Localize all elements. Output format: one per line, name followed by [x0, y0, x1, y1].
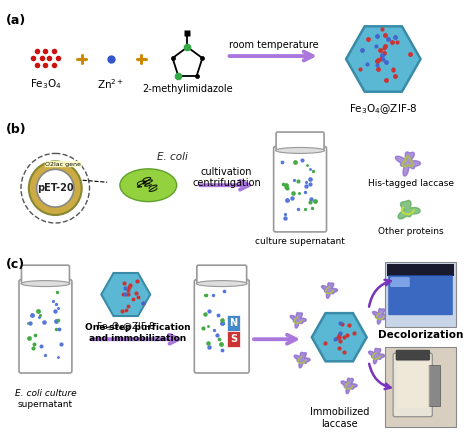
Polygon shape	[368, 348, 384, 364]
FancyBboxPatch shape	[390, 277, 410, 287]
FancyBboxPatch shape	[396, 350, 430, 360]
Text: E. coli culture: E. coli culture	[15, 389, 76, 399]
Text: cultivation: cultivation	[201, 167, 252, 177]
Text: Immobilized: Immobilized	[310, 407, 369, 417]
Text: His-tagged laccase: His-tagged laccase	[368, 179, 454, 188]
Polygon shape	[346, 26, 420, 92]
Text: Zn$^{2+}$: Zn$^{2+}$	[98, 77, 125, 91]
FancyBboxPatch shape	[273, 146, 327, 232]
Text: laccase: laccase	[321, 419, 357, 429]
Polygon shape	[101, 273, 150, 316]
Ellipse shape	[275, 147, 325, 153]
FancyBboxPatch shape	[194, 279, 249, 373]
Polygon shape	[312, 313, 367, 361]
Ellipse shape	[120, 169, 177, 201]
Text: N: N	[229, 318, 237, 328]
FancyBboxPatch shape	[397, 362, 429, 408]
Polygon shape	[294, 352, 310, 368]
Text: Decolorization: Decolorization	[378, 330, 463, 340]
Text: Fe$_3$O$_4$@ZIF-8: Fe$_3$O$_4$@ZIF-8	[349, 102, 418, 116]
Polygon shape	[395, 152, 420, 176]
Text: supernatant: supernatant	[18, 400, 73, 409]
Ellipse shape	[196, 281, 247, 286]
Text: centrifugation: centrifugation	[192, 178, 261, 188]
Text: 2-methylimidazole: 2-methylimidazole	[142, 84, 233, 94]
Text: culture supernatant: culture supernatant	[255, 237, 345, 246]
FancyBboxPatch shape	[19, 279, 72, 373]
FancyBboxPatch shape	[387, 264, 454, 276]
FancyBboxPatch shape	[197, 265, 246, 283]
Text: pET-20: pET-20	[37, 183, 73, 193]
FancyBboxPatch shape	[227, 315, 240, 331]
FancyBboxPatch shape	[385, 262, 456, 327]
FancyBboxPatch shape	[385, 347, 456, 427]
Text: S: S	[230, 334, 237, 344]
Polygon shape	[290, 313, 306, 328]
FancyBboxPatch shape	[388, 275, 453, 315]
Text: and immobilization: and immobilization	[89, 334, 186, 343]
Polygon shape	[398, 201, 420, 219]
Circle shape	[36, 169, 74, 207]
FancyBboxPatch shape	[227, 331, 240, 347]
Text: Other proteins: Other proteins	[378, 228, 444, 236]
Polygon shape	[341, 378, 357, 394]
Text: Fe$_3$O$_4$: Fe$_3$O$_4$	[29, 77, 61, 91]
Text: room temperature: room temperature	[229, 40, 319, 50]
FancyBboxPatch shape	[393, 353, 432, 417]
Text: One-step purfication: One-step purfication	[85, 323, 191, 332]
FancyBboxPatch shape	[428, 365, 440, 406]
FancyBboxPatch shape	[276, 132, 324, 150]
Text: E. coli: E. coli	[157, 153, 188, 162]
FancyBboxPatch shape	[21, 265, 70, 283]
Polygon shape	[373, 309, 389, 324]
Circle shape	[29, 161, 82, 215]
Text: (c): (c)	[6, 258, 26, 271]
Text: (b): (b)	[6, 123, 27, 136]
Text: (a): (a)	[6, 14, 27, 27]
Text: Fe$_3$O$_4$@ZIF-8: Fe$_3$O$_4$@ZIF-8	[96, 320, 155, 333]
Ellipse shape	[21, 281, 70, 286]
Polygon shape	[321, 283, 337, 298]
Text: O2lac gene: O2lac gene	[46, 162, 81, 167]
